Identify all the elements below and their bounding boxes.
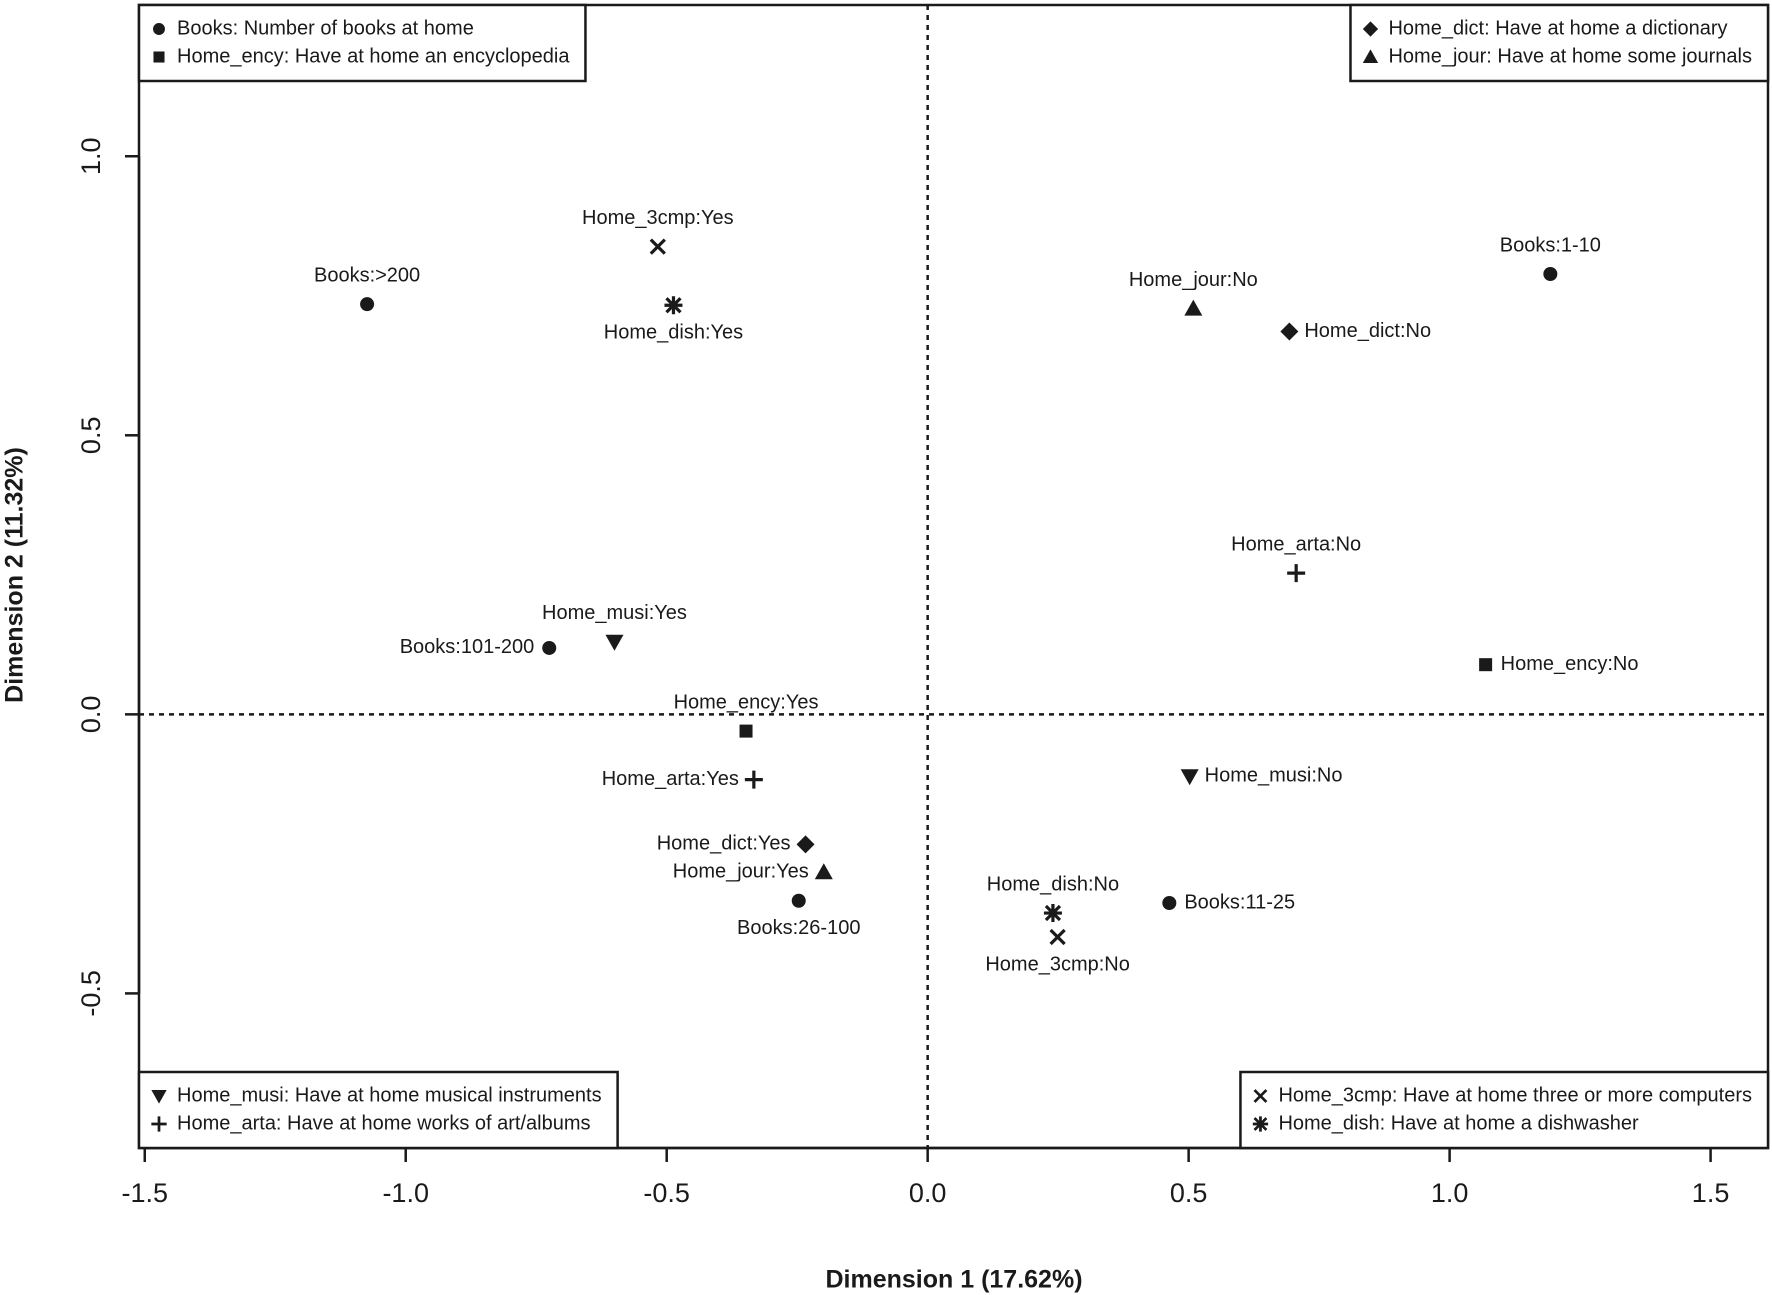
point-label: Home_3cmp:Yes [582, 207, 734, 229]
x-tick-label: -1.0 [382, 1178, 429, 1208]
legend-marker [151, 1090, 167, 1104]
x-axis-title: Dimension 1 (17.62%) [825, 1266, 1082, 1294]
point-label: Home_dish:Yes [604, 322, 743, 344]
legend-label: Home_dict: Have at home a dictionary [1388, 17, 1727, 39]
x-tick-label: 0.5 [1170, 1178, 1208, 1208]
point [360, 297, 375, 312]
point-label: Home_3cmp:No [985, 953, 1130, 975]
legend-label: Home_ency: Have at home an encyclopedia [177, 45, 570, 67]
legend: Books: Number of books at home Home_ency:… [137, 3, 587, 83]
point-label: Home_dict:Yes [657, 833, 791, 855]
legend-marker [1362, 49, 1379, 63]
point-label: Home_musi:Yes [542, 602, 687, 624]
point [1479, 658, 1493, 672]
legend-marker [1252, 1116, 1269, 1132]
legend-box [1239, 1070, 1770, 1150]
legend-label: Home_musi: Have at home musical instrume… [177, 1084, 602, 1106]
point [796, 835, 815, 854]
legend-box [137, 3, 587, 83]
point [1184, 299, 1203, 316]
point-label: Home_dict:No [1304, 320, 1431, 342]
point-label: Books:1-10 [1500, 234, 1601, 256]
legend-label: Home_jour: Have at home some journals [1388, 45, 1752, 67]
point [542, 640, 557, 655]
x-tick-label: 1.5 [1692, 1178, 1730, 1208]
point-label: Home_jour:No [1129, 269, 1258, 291]
point-label: Home_musi:No [1205, 765, 1343, 787]
legend: Home_3cmp: Have at home three or more co… [1239, 1070, 1770, 1150]
point-label: Home_arta:No [1231, 533, 1361, 555]
y-tick-label: 1.0 [76, 137, 106, 175]
point [1049, 928, 1066, 946]
point [739, 724, 753, 738]
plot-frame [137, 3, 1770, 1150]
point [605, 634, 624, 651]
y-tick-label: -0.5 [76, 970, 106, 1017]
point [1287, 564, 1306, 583]
point [1543, 267, 1558, 282]
legend-box [137, 1070, 619, 1150]
point-label: Home_jour:Yes [673, 861, 809, 883]
legend-box [1349, 3, 1770, 83]
point-label: Home_arta:Yes [602, 768, 739, 790]
point [664, 296, 683, 315]
y-axis-title: Dimension 2 (11.32%) [1, 447, 29, 703]
legend: Home_musi: Have at home musical instrume… [137, 1070, 619, 1150]
x-tick-label: 1.0 [1431, 1178, 1469, 1208]
legend: Home_dict: Have at home a dictionary Home… [1349, 3, 1770, 83]
legend-label: Books: Number of books at home [177, 17, 474, 39]
legend-label: Home_dish: Have at home a dishwasher [1278, 1112, 1639, 1134]
legend-marker [1362, 21, 1379, 37]
legend-marker [1253, 1089, 1268, 1103]
point-label: Home_dish:No [987, 873, 1119, 895]
point-label: Books:>200 [314, 264, 420, 286]
point [1180, 769, 1199, 786]
legend-marker [153, 51, 165, 63]
point [1280, 322, 1299, 341]
point [649, 238, 666, 255]
point [814, 863, 833, 880]
y-tick-label: 0.0 [76, 696, 106, 734]
point-label: Home_ency:No [1501, 653, 1639, 675]
point [1043, 904, 1062, 923]
x-tick-label: 0.0 [909, 1178, 947, 1208]
legend-label: Home_arta: Have at home works of art/alb… [177, 1112, 591, 1134]
x-tick-label: -1.5 [121, 1178, 168, 1208]
point [1162, 895, 1177, 910]
point-label: Books:11-25 [1184, 891, 1295, 913]
point [791, 893, 806, 908]
point-label: Home_ency:Yes [674, 691, 819, 713]
point [744, 770, 763, 789]
legend-marker [151, 1116, 167, 1132]
x-tick-label: -0.5 [643, 1178, 690, 1208]
point-label: Books:26-100 [737, 917, 860, 939]
point-label: Books:101-200 [400, 636, 535, 658]
legend-label: Home_3cmp: Have at home three or more co… [1278, 1084, 1752, 1106]
legend-marker [153, 23, 165, 35]
y-tick-label: 0.5 [76, 417, 106, 455]
